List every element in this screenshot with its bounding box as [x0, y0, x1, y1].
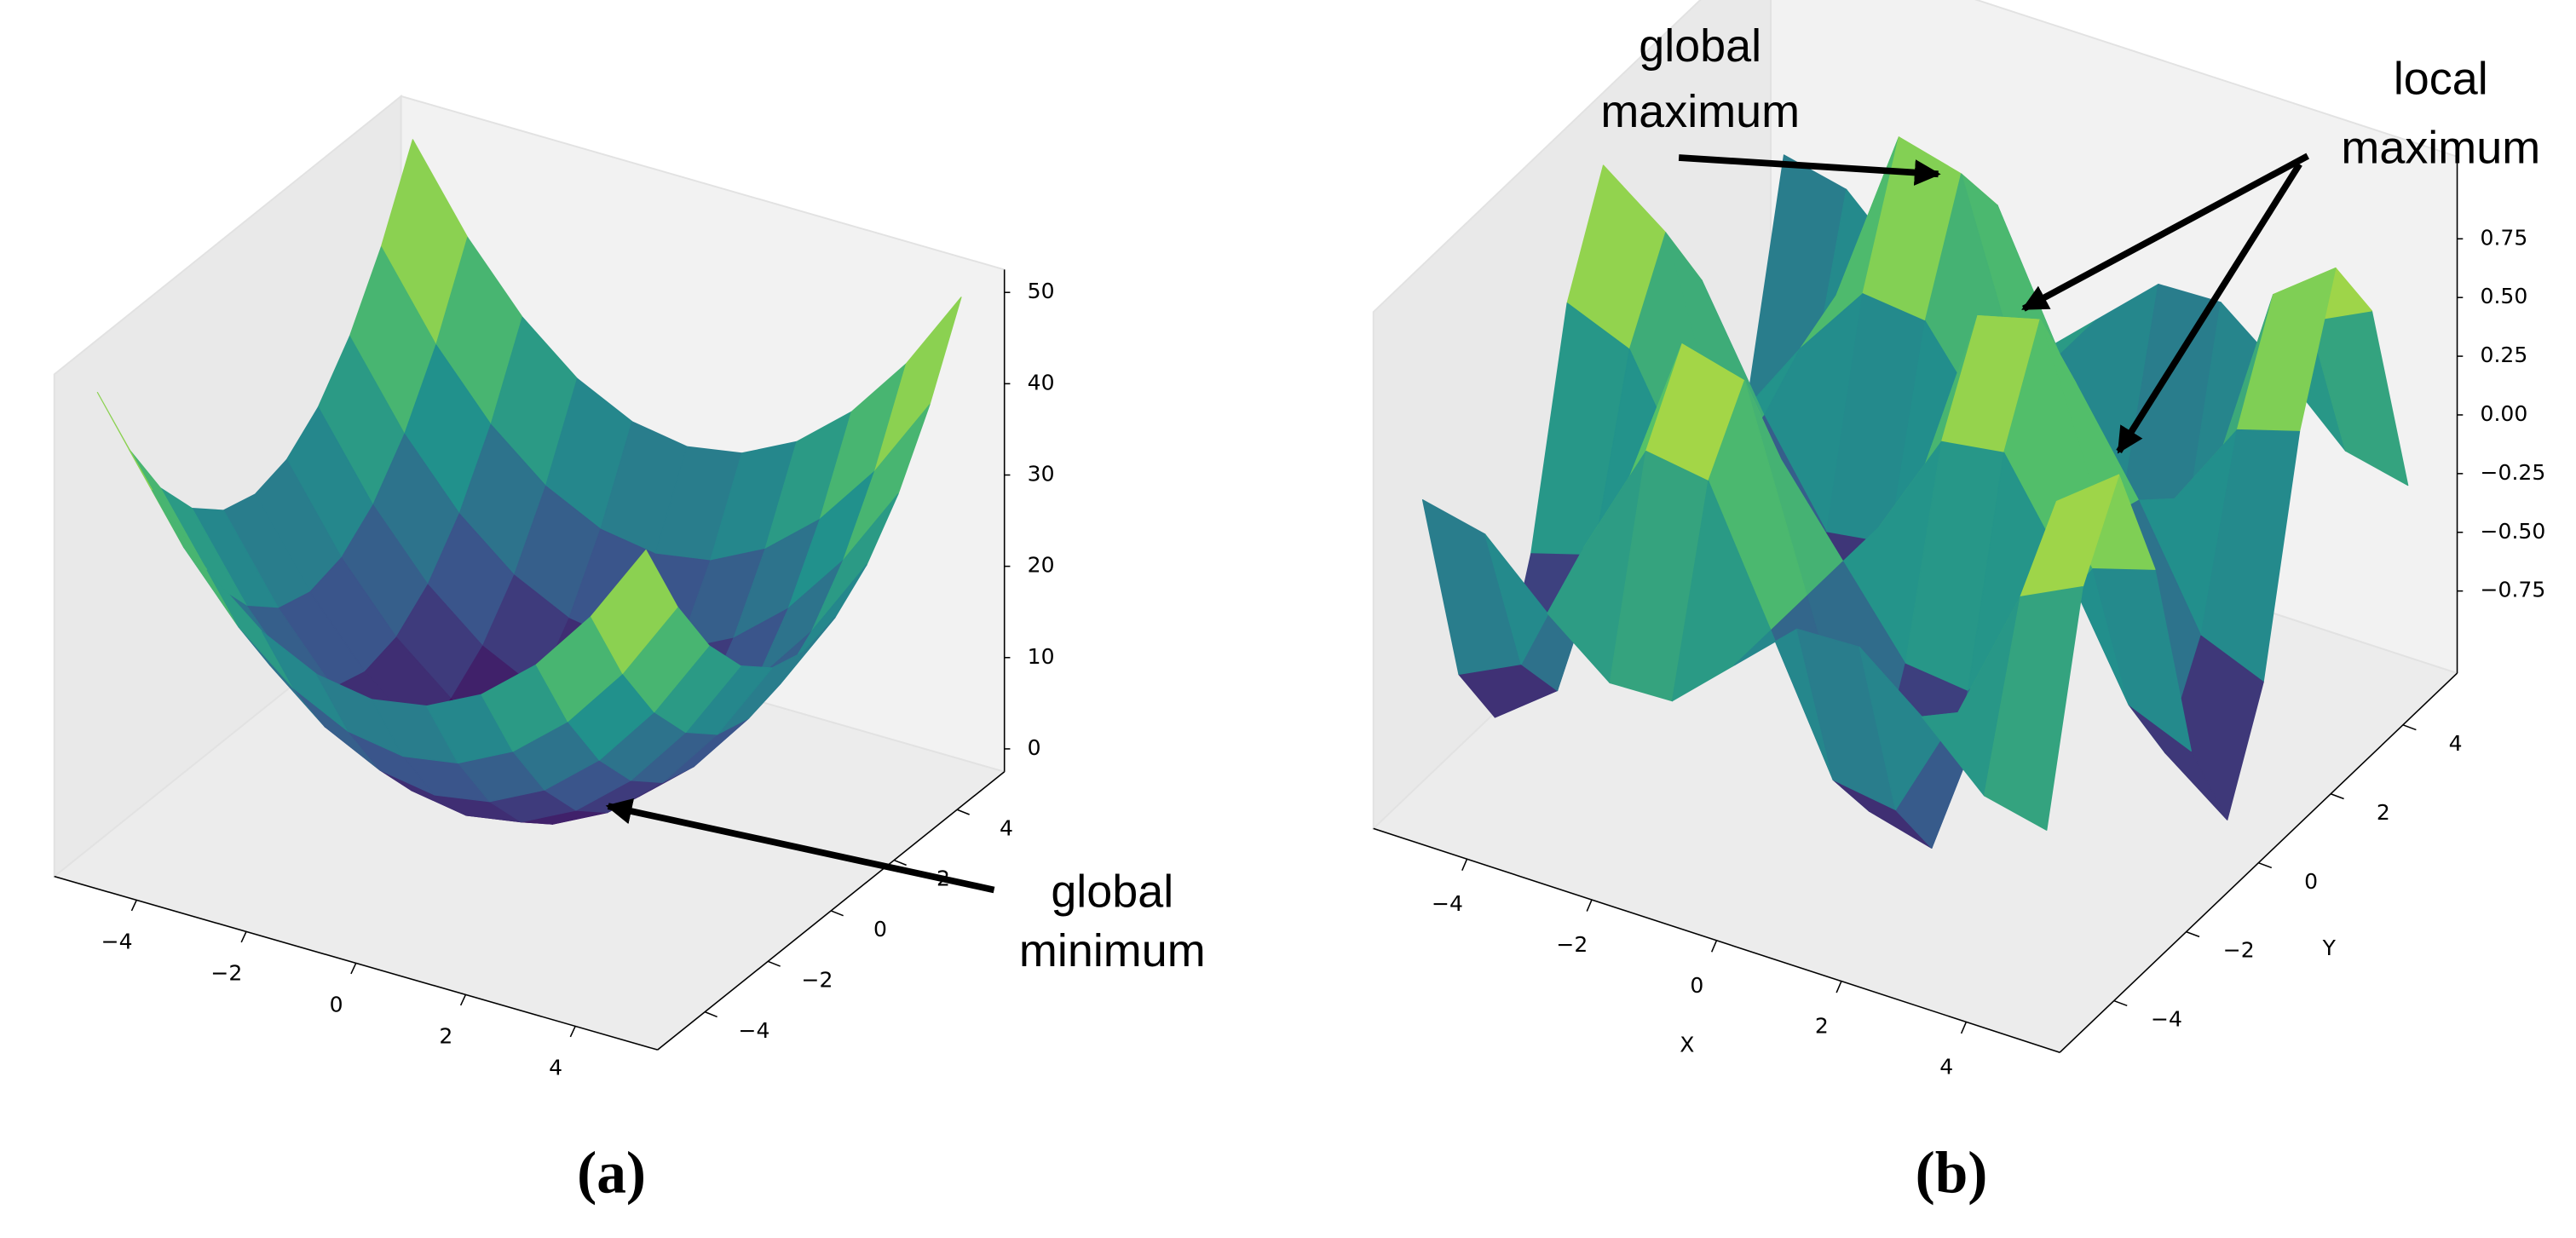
tick-label: 0	[1028, 735, 1041, 760]
tick-mark	[130, 900, 137, 912]
tick-label: −4	[1432, 891, 1463, 916]
tick-label: 4	[549, 1056, 562, 1080]
tick-label: 2	[439, 1024, 452, 1049]
tick-mark	[2402, 724, 2417, 731]
arrow	[605, 798, 995, 894]
tick-mark	[569, 1026, 576, 1038]
tick-label: −4	[2151, 1007, 2182, 1032]
tick-label: 0	[1690, 973, 1703, 998]
tick-label: −2	[2223, 938, 2255, 963]
tick-label: 0.50	[2481, 284, 2528, 308]
tick-mark	[1461, 858, 1468, 872]
tick-label: 0.00	[2481, 401, 2528, 426]
tick-label: −4	[101, 930, 133, 954]
panel-title: (b)	[1916, 1141, 1988, 1206]
axis-line	[657, 771, 1006, 1051]
tick-mark	[240, 931, 247, 943]
tick-label: 4	[1000, 815, 1013, 840]
annotation: minimum	[1019, 925, 1206, 976]
annotation: maximum	[2341, 123, 2540, 174]
tick-label: −2	[802, 967, 833, 992]
tick-mark	[2186, 930, 2200, 938]
x-axis-label: X	[1680, 1033, 1694, 1057]
axis-line	[54, 875, 658, 1051]
tick-label: 30	[1028, 461, 1055, 486]
tick-mark	[704, 1011, 717, 1018]
annotation: global	[1051, 866, 1173, 917]
arrow	[2021, 153, 2310, 312]
tick-label: 40	[1028, 370, 1055, 394]
tick-label: −0.50	[2481, 519, 2546, 544]
tick-mark	[893, 859, 907, 867]
tick-mark	[956, 809, 970, 815]
annotation: global	[1639, 20, 1761, 72]
y-axis-label: Y	[2322, 936, 2337, 960]
annotation: local	[2394, 54, 2488, 105]
tick-label: 4	[2449, 731, 2463, 756]
tick-label: 50	[1028, 279, 1055, 303]
tick-label: −0.25	[2481, 460, 2546, 485]
tick-mark	[350, 963, 357, 975]
tick-mark	[1960, 1022, 1968, 1034]
tick-label: −0.75	[2481, 578, 2546, 602]
annotation: maximum	[1600, 86, 1800, 137]
tick-mark	[459, 994, 467, 1006]
tick-mark	[767, 960, 781, 967]
surface-cell	[1983, 585, 2083, 831]
tick-label: 0	[2304, 869, 2318, 894]
tick-mark	[1710, 940, 1718, 953]
panel-title: (a)	[577, 1141, 646, 1206]
tick-label: 0.75	[2481, 225, 2528, 250]
tick-label: 0.25	[2481, 343, 2528, 367]
tick-mark	[830, 910, 844, 917]
tick-mark	[1586, 899, 1593, 912]
tick-label: −2	[1556, 932, 1588, 957]
surface-cell	[591, 549, 678, 674]
tick-label: 10	[1028, 644, 1055, 669]
arrow	[2116, 162, 2302, 454]
tick-label: 0	[330, 993, 343, 1017]
arrow	[1678, 154, 1941, 186]
panel: −4 −2 0 2 4 −4 −2 0 2 4 −0.75 −0.50 −0.25 0.00 0.25 0.5…	[1371, 0, 2546, 1206]
tick-mark	[2330, 793, 2344, 800]
tick-label: −2	[210, 961, 242, 986]
tick-label: 4	[1939, 1054, 1953, 1079]
tick-label: 0	[873, 917, 887, 941]
tick-mark	[2258, 861, 2273, 869]
tick-mark	[2113, 999, 2128, 1007]
tick-mark	[1835, 981, 1842, 993]
tick-label: −4	[739, 1018, 770, 1043]
tick-label: 20	[1028, 553, 1055, 578]
tick-label: 2	[2377, 800, 2390, 825]
tick-label: 2	[1815, 1014, 1829, 1039]
panel: −4−2024−4−202401020304050globalminimum(a…	[52, 94, 1206, 1206]
